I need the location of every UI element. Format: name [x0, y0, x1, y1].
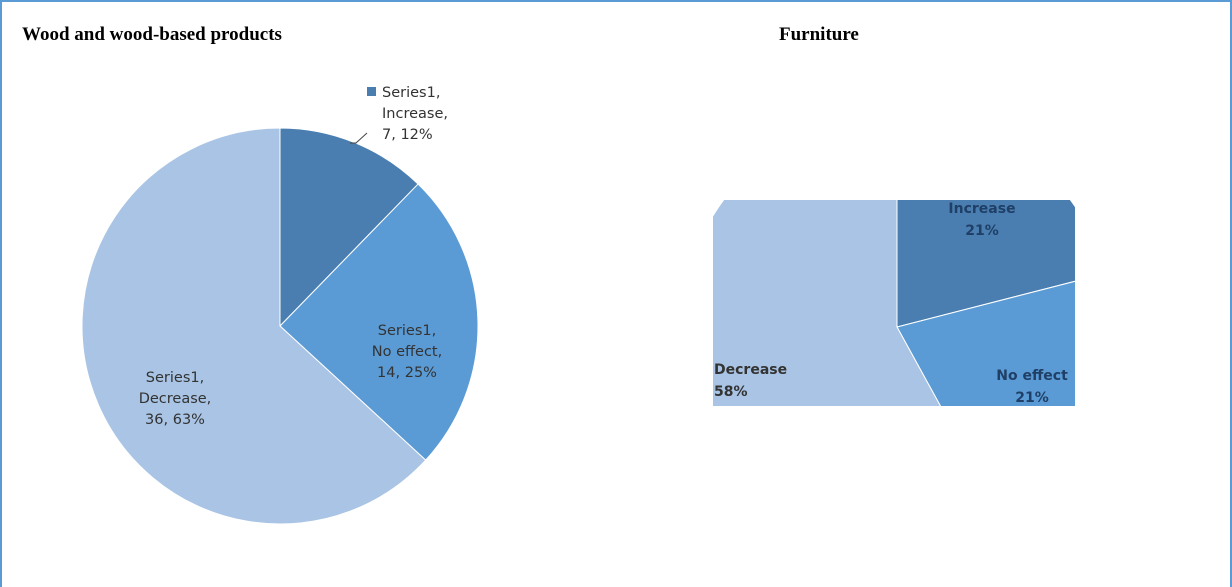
label-decrease: Series1, Decrease, 36, 63% [139, 370, 212, 428]
furniture-label-decrease-line-0: Decrease [714, 362, 787, 378]
furniture-label-increase: Increase 21% [948, 201, 1015, 239]
label-decrease-line-1: Decrease, [139, 391, 212, 407]
label-increase-line-2: 7, 12% [382, 127, 433, 143]
wood-pie [81, 127, 479, 525]
label-no-effect-line-1: No effect, [372, 344, 442, 360]
furniture-pie-slice-1 [896, 280, 1075, 406]
label-increase: Series1, Increase, 7, 12% [382, 85, 448, 143]
furniture-pie-slice-2 [713, 200, 942, 406]
furniture-pie: Increase 21% No effect 21% Decrease 58% [713, 200, 1075, 406]
wood-pie-slice-1 [279, 183, 479, 461]
label-no-effect-line-2: 14, 25% [377, 365, 437, 381]
leader-line [350, 132, 368, 144]
furniture-label-no-effect: No effect 21% [996, 368, 1068, 406]
wood-pie-slice-2 [81, 127, 427, 525]
furniture-label-no-effect-line-1: 21% [1015, 390, 1049, 406]
left-chart-title: Wood and wood-based products [22, 24, 282, 45]
furniture-pie-slice-0 [896, 200, 1075, 328]
furniture-label-increase-line-1: 21% [965, 223, 999, 239]
label-increase-line-0: Series1, [382, 85, 440, 101]
label-decrease-line-0: Series1, [146, 370, 204, 386]
legend-marker [367, 87, 376, 96]
furniture-label-decrease: Decrease 58% [714, 362, 787, 400]
label-decrease-line-2: 36, 63% [145, 412, 205, 428]
label-no-effect: Series1, No effect, 14, 25% [372, 323, 442, 381]
furniture-label-no-effect-line-0: No effect [996, 368, 1068, 384]
furniture-label-increase-line-0: Increase [948, 201, 1015, 217]
furniture-label-decrease-line-1: 58% [714, 384, 748, 400]
label-no-effect-line-0: Series1, [378, 323, 436, 339]
right-chart-title: Furniture [779, 24, 859, 45]
label-increase-line-1: Increase, [382, 106, 448, 122]
